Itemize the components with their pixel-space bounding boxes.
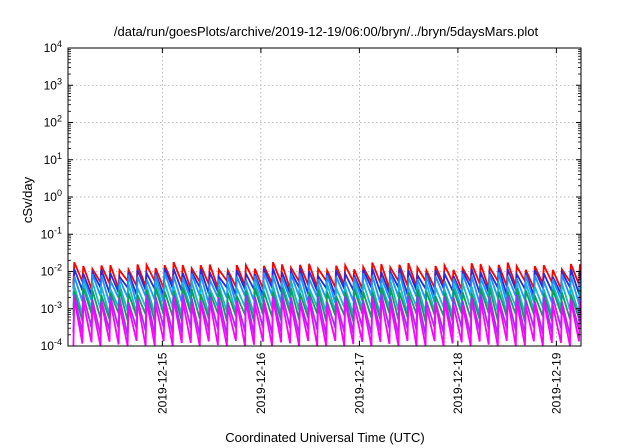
y-axis-label: cSv/day (20, 176, 35, 223)
x-tick-label: 2019-12-15 (155, 352, 169, 414)
y-tick-label: 10-2 (41, 263, 62, 279)
y-tick-label: 100 (44, 188, 62, 204)
x-tick-label: 2019-12-17 (352, 352, 366, 414)
x-tick-label: 2019-12-18 (451, 352, 465, 414)
y-tick-label: 10-3 (41, 300, 62, 316)
x-axis-label: Coordinated Universal Time (UTC) (225, 430, 424, 445)
y-tick-label: 101 (44, 151, 62, 167)
y-tick-label: 102 (44, 114, 62, 130)
x-tick-label: 2019-12-19 (549, 352, 563, 414)
y-tick-label: 10-1 (41, 225, 62, 241)
x-axis: 2019-12-15 2019-12-16 2019-12-17 2019-12-18… (155, 48, 563, 414)
y-tick-label: 103 (44, 76, 62, 92)
chart-title: /data/run/goesPlots/archive/2019-12-19/0… (114, 24, 539, 39)
series-group (72, 261, 581, 347)
y-tick-label: 10-4 (41, 337, 62, 353)
y-tick-label: 104 (44, 39, 62, 55)
y-axis: 10-4 10-3 10-2 10-1 100 101 102 103 104 (41, 39, 581, 353)
x-tick-label: 2019-12-16 (254, 352, 268, 414)
series-line (72, 298, 581, 347)
